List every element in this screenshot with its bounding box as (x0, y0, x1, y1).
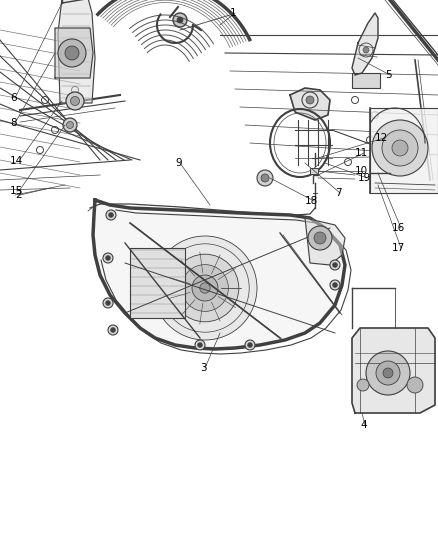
Circle shape (383, 368, 393, 378)
Circle shape (261, 174, 269, 182)
Circle shape (330, 260, 340, 270)
Text: 7: 7 (335, 188, 342, 198)
Circle shape (332, 282, 338, 287)
Polygon shape (352, 328, 435, 413)
Circle shape (200, 283, 210, 293)
Polygon shape (58, 0, 95, 103)
Circle shape (407, 377, 423, 393)
Circle shape (103, 298, 113, 308)
Circle shape (108, 325, 118, 335)
Text: 5: 5 (385, 70, 392, 80)
Circle shape (332, 262, 338, 268)
Circle shape (392, 140, 408, 156)
Circle shape (106, 255, 110, 261)
Text: 16: 16 (392, 223, 405, 233)
Circle shape (357, 379, 369, 391)
Circle shape (71, 96, 80, 106)
Text: 10: 10 (355, 166, 368, 176)
Circle shape (198, 343, 202, 348)
Circle shape (177, 17, 183, 23)
Circle shape (106, 210, 116, 220)
Polygon shape (93, 200, 345, 349)
Polygon shape (305, 218, 345, 265)
Circle shape (247, 343, 252, 348)
Circle shape (314, 232, 326, 244)
Text: 3: 3 (200, 363, 207, 373)
Circle shape (245, 340, 255, 350)
Circle shape (66, 92, 84, 110)
Polygon shape (370, 108, 438, 193)
Text: 14: 14 (10, 156, 23, 166)
Circle shape (65, 46, 79, 60)
Circle shape (376, 361, 400, 385)
Circle shape (58, 39, 86, 67)
Circle shape (306, 96, 314, 104)
Circle shape (171, 254, 239, 322)
Text: 12: 12 (375, 133, 388, 143)
Polygon shape (352, 13, 378, 75)
Circle shape (257, 170, 273, 186)
Text: 19: 19 (358, 173, 371, 183)
Bar (310, 168, 318, 174)
Circle shape (363, 47, 369, 53)
Text: 17: 17 (392, 243, 405, 253)
Polygon shape (130, 248, 185, 318)
Text: 11: 11 (355, 148, 368, 158)
Text: 9: 9 (175, 158, 182, 168)
Polygon shape (55, 28, 93, 78)
Circle shape (366, 351, 410, 395)
Text: 18: 18 (305, 196, 318, 206)
Circle shape (153, 236, 257, 340)
Bar (352, 73, 380, 88)
Circle shape (382, 130, 418, 166)
Circle shape (308, 226, 332, 250)
Circle shape (372, 120, 428, 176)
Circle shape (182, 264, 228, 311)
Circle shape (192, 275, 218, 301)
Text: 2: 2 (15, 190, 21, 200)
Circle shape (330, 280, 340, 290)
Text: 6: 6 (10, 93, 17, 103)
Circle shape (173, 13, 187, 27)
Circle shape (195, 340, 205, 350)
Circle shape (109, 213, 113, 217)
Circle shape (103, 253, 113, 263)
Text: 8: 8 (10, 118, 17, 128)
Polygon shape (290, 88, 330, 120)
Circle shape (106, 301, 110, 305)
Text: 15: 15 (10, 186, 23, 196)
Circle shape (67, 122, 74, 128)
Text: 1: 1 (230, 8, 237, 18)
Circle shape (110, 327, 116, 333)
Circle shape (63, 118, 77, 132)
Text: 4: 4 (360, 420, 367, 430)
